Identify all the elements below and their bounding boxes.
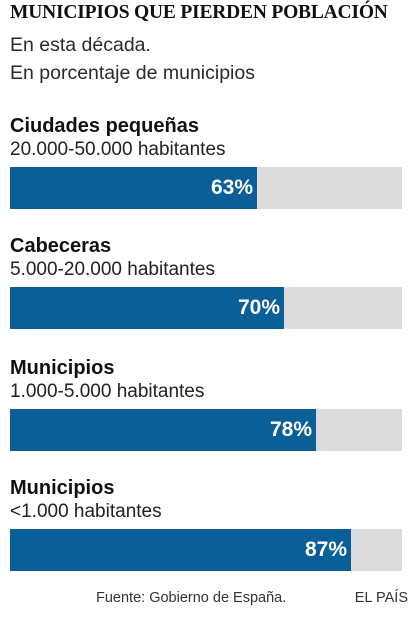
bar-group: Municipios 1.000-5.000 habitantes 78% bbox=[10, 356, 402, 451]
bar-value-label: 63% bbox=[210, 176, 253, 199]
bar bbox=[10, 529, 351, 571]
chart-subtitle-line-1: En esta década. bbox=[10, 34, 151, 56]
category-label: Municipios bbox=[10, 357, 115, 379]
brand-logo-text: EL PAÍS bbox=[354, 590, 408, 606]
bar-group: Ciudades pequeñas 20.000-50.000 habitante… bbox=[10, 114, 402, 209]
chart-subtitle-line-2: En porcentaje de municipios bbox=[10, 62, 255, 84]
bar-value-label: 78% bbox=[269, 418, 312, 441]
bar bbox=[10, 167, 257, 209]
bar-track: 70% bbox=[10, 287, 402, 329]
category-range-label: 1.000-5.000 habitantes bbox=[10, 381, 205, 402]
bar-group: Cabeceras 5.000-20.000 habitantes 70% bbox=[10, 234, 402, 329]
bar-track: 63% bbox=[10, 167, 402, 209]
chart-title: MUNICIPIOS QUE PIERDEN POBLACIÓN bbox=[10, 2, 388, 23]
bar bbox=[10, 287, 284, 329]
bar-value-label: 87% bbox=[304, 538, 347, 561]
category-label: Ciudades pequeñas bbox=[10, 115, 199, 137]
bar-track: 87% bbox=[10, 529, 402, 571]
category-label: Municipios bbox=[10, 477, 115, 499]
category-range-label: 5.000-20.000 habitantes bbox=[10, 259, 215, 280]
category-label: Cabeceras bbox=[10, 235, 112, 257]
category-range-label: <1.000 habitantes bbox=[10, 501, 162, 522]
source-note: Fuente: Gobierno de España. bbox=[96, 590, 287, 606]
bar bbox=[10, 409, 316, 451]
category-range-label: 20.000-50.000 habitantes bbox=[10, 139, 226, 160]
bar-group: Municipios <1.000 habitantes 87% bbox=[10, 476, 402, 571]
bar-value-label: 70% bbox=[237, 296, 280, 319]
bar-track: 78% bbox=[10, 409, 402, 451]
